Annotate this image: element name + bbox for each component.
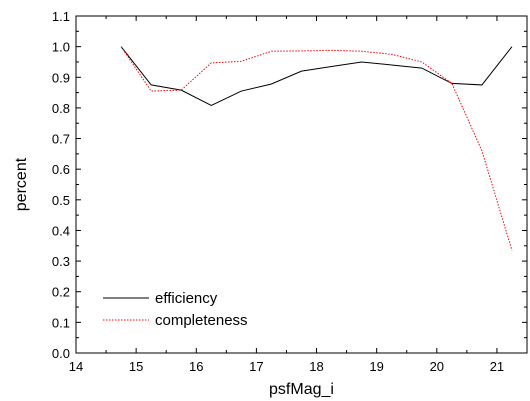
y-axis: 0.0 0.1 0.2 0.3 0.4 0.5 0.6 0.7 0.8 0.9 1.0 1.1 (52, 9, 527, 361)
legend-label-completeness: completeness (155, 312, 248, 329)
y-tick-label: 1.0 (52, 40, 70, 55)
x-tick-label: 14 (69, 359, 83, 374)
y-tick-label: 0.5 (52, 193, 70, 208)
y-tick-label: 0.3 (52, 254, 70, 269)
x-tick-label: 15 (129, 359, 143, 374)
y-tick-label: 0.9 (52, 70, 70, 85)
x-tick-label: 21 (490, 359, 504, 374)
y-tick-label: 0.1 (52, 315, 70, 330)
x-axis-title: psfMag_i (269, 381, 334, 398)
y-tick-label: 0.0 (52, 346, 70, 361)
series-layer (120, 46, 513, 251)
y-axis-title: percent (13, 157, 30, 211)
x-tick-label: 20 (430, 359, 444, 374)
legend: efficiency completeness (103, 290, 248, 329)
plot-frame (75, 15, 528, 354)
x-tick-label: 19 (369, 359, 383, 374)
series-line-completeness (120, 46, 513, 251)
x-tick-label: 16 (189, 359, 203, 374)
y-tick-label: 0.2 (52, 285, 70, 300)
x-tick-label: 18 (309, 359, 323, 374)
legend-label-efficiency: efficiency (155, 290, 218, 307)
y-tick-label: 0.8 (52, 101, 70, 116)
x-tick-label: 17 (249, 359, 263, 374)
y-tick-label: 0.7 (52, 132, 70, 147)
x-axis: 14 15 16 17 18 19 20 21 (69, 16, 504, 374)
y-tick-label: 1.1 (52, 9, 70, 24)
y-tick-label: 0.4 (52, 223, 70, 238)
y-tick-label: 0.6 (52, 162, 70, 177)
series-line-efficiency (120, 46, 513, 107)
